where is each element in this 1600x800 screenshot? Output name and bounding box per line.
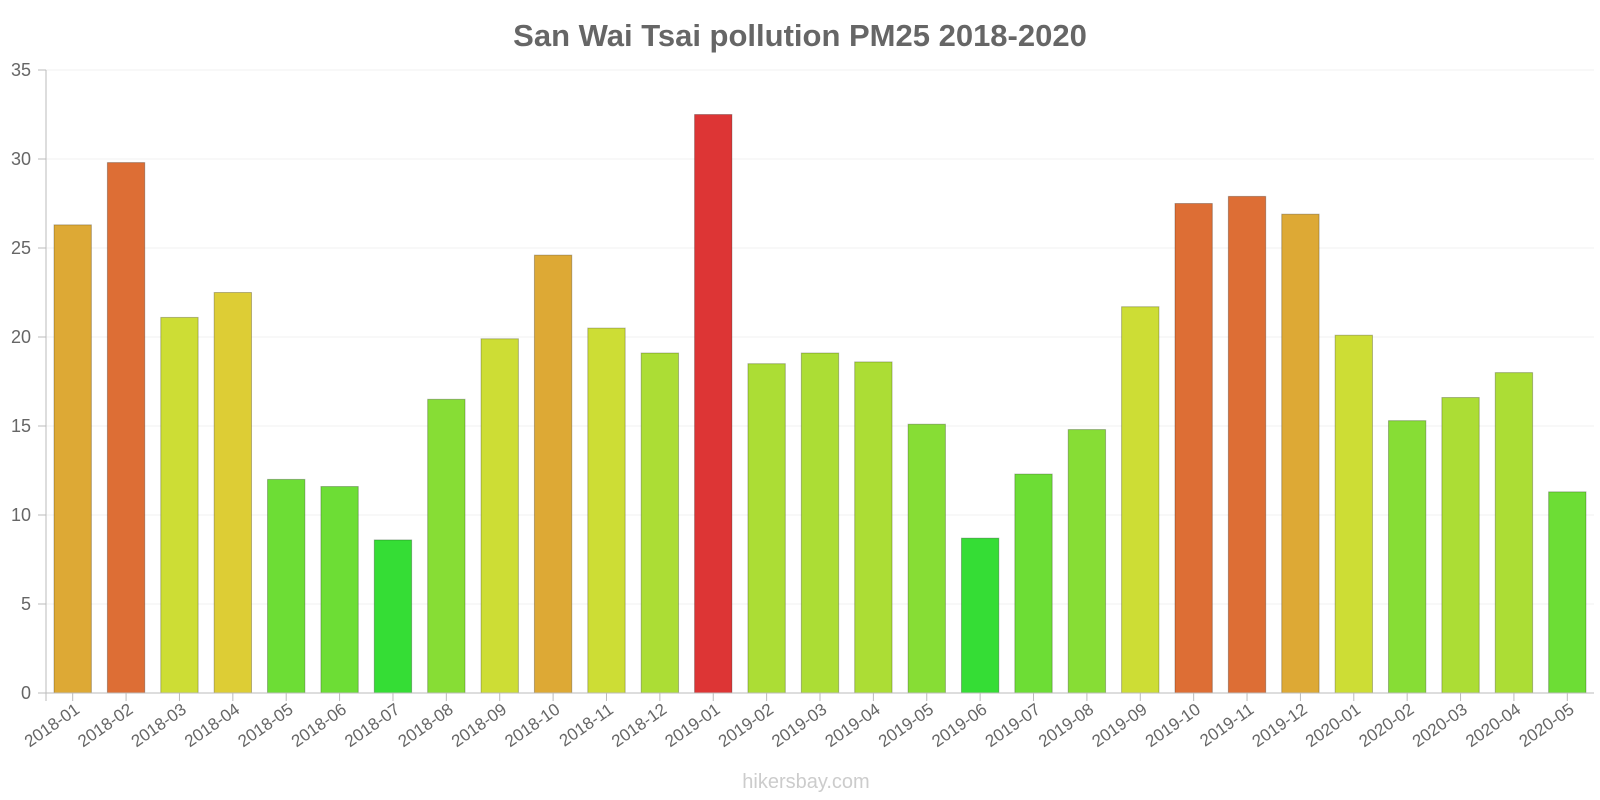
x-tick-label: 2019-10 <box>1142 700 1204 751</box>
bar-2018-10 <box>533 254 573 694</box>
y-tick-label: 35 <box>11 60 31 80</box>
x-tick-label: 2018-03 <box>128 700 190 751</box>
x-tick-label: 2018-12 <box>608 700 670 751</box>
bar-2020-04 <box>1494 372 1534 694</box>
bar-2019-12 <box>1281 213 1320 694</box>
x-tick-label: 2020-02 <box>1355 700 1417 751</box>
bar-2020-03 <box>1441 397 1480 694</box>
bars <box>53 114 1587 694</box>
x-tick-label: 2018-07 <box>341 700 403 751</box>
x-tick-label: 2018-05 <box>234 700 296 751</box>
x-tick-label: 2019-08 <box>1035 700 1097 751</box>
bar-2019-04 <box>854 361 893 694</box>
x-tick-label: 2019-06 <box>928 700 990 751</box>
bar-2020-02 <box>1387 420 1427 694</box>
bar-2018-09 <box>480 338 519 694</box>
y-tick-label: 20 <box>11 327 31 347</box>
bar-2020-05 <box>1548 491 1587 694</box>
x-tick-label: 2018-09 <box>448 700 510 751</box>
x-tick-label: 2020-04 <box>1462 700 1524 751</box>
y-tick-label: 15 <box>11 416 31 436</box>
x-tick-label: 2019-07 <box>982 700 1044 751</box>
x-tick-label: 2019-12 <box>1249 700 1311 751</box>
bar-2019-10 <box>1174 203 1213 694</box>
x-tick-label: 2018-10 <box>501 700 563 751</box>
bar-2018-05 <box>267 478 306 694</box>
bar-2018-04 <box>213 292 253 694</box>
x-tick-label: 2018-06 <box>288 700 350 751</box>
bar-2019-09 <box>1121 306 1160 694</box>
credit-text: hikersbay.com <box>742 771 869 793</box>
y-tick-label: 0 <box>21 683 31 703</box>
x-tick-label: 2018-11 <box>556 700 617 751</box>
bar-2020-01 <box>1334 334 1373 694</box>
bar-2019-11 <box>1227 195 1267 694</box>
bar-2018-02 <box>106 162 146 694</box>
bar-2018-03 <box>160 316 199 694</box>
bar-2018-01 <box>53 224 92 694</box>
x-tick-label: 2019-04 <box>822 700 884 751</box>
x-tick-label: 2018-02 <box>74 700 136 751</box>
bar-2019-03 <box>800 352 840 694</box>
x-tick-label: 2019-03 <box>768 700 830 751</box>
bar-2018-08 <box>427 398 466 694</box>
y-tick-label: 25 <box>11 238 31 258</box>
x-tick-label: 2018-01 <box>21 700 83 751</box>
bar-2019-06 <box>960 537 1000 694</box>
bar-2019-08 <box>1067 429 1107 694</box>
bar-2019-05 <box>907 423 946 694</box>
chart-title: San Wai Tsai pollution PM25 2018-2020 <box>513 18 1087 53</box>
x-tick-label: 2020-03 <box>1409 700 1471 751</box>
x-tick-label: 2020-01 <box>1302 700 1364 751</box>
x-tick-label: 2018-08 <box>395 700 457 751</box>
bar-2018-11 <box>587 327 626 694</box>
bar-2018-07 <box>373 539 413 694</box>
y-tick-label: 10 <box>11 505 31 525</box>
x-tick-label: 2019-01 <box>662 700 724 751</box>
y-tick-label: 5 <box>21 594 31 614</box>
x-axis: 2018-012018-022018-032018-042018-052018-… <box>21 693 1578 751</box>
bar-2019-01 <box>694 114 733 694</box>
x-tick-label: 2019-02 <box>715 700 777 751</box>
bar-2018-12 <box>640 352 680 694</box>
bar-2019-07 <box>1014 473 1053 694</box>
x-tick-label: 2019-09 <box>1089 700 1151 751</box>
bar-2018-06 <box>320 486 359 694</box>
y-axis: 0 5 10 15 20 25 30 35 <box>11 60 47 703</box>
x-tick-label: 2018-04 <box>181 700 243 751</box>
y-tick-label: 30 <box>11 149 31 169</box>
x-tick-label: 2019-11 <box>1196 700 1257 751</box>
x-tick-label: 2020-05 <box>1516 700 1578 751</box>
x-tick-label: 2019-05 <box>875 700 937 751</box>
bar-2019-02 <box>747 363 786 694</box>
